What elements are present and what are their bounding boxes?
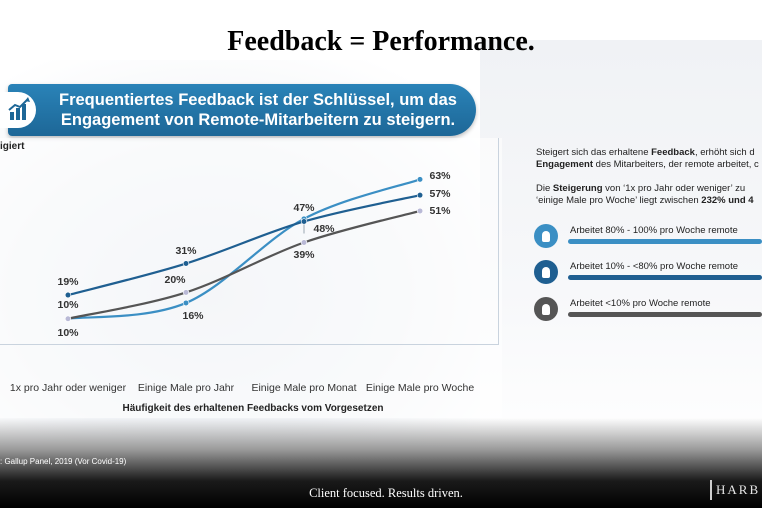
description-line: Die Steigerung von ‘1x pro Jahr oder wen… (536, 183, 746, 194)
legend-swatch (568, 275, 762, 280)
data-point (182, 260, 190, 267)
headline-banner: Frequentiertes Feedback ist der Schlüsse… (0, 84, 476, 136)
remote-worker-icon (534, 260, 558, 284)
data-point (64, 315, 72, 322)
data-point (300, 239, 308, 246)
data-label: 10% (57, 298, 79, 311)
y-axis-label: igiert (0, 141, 25, 152)
legend-item: Arbeitet 10% - <80% pro Woche remote (534, 260, 762, 286)
description-line: Steigert sich das erhaltene Feedback, er… (536, 147, 755, 158)
x-tick-label: Einige Male pro Monat (251, 382, 357, 394)
series-line (67, 209, 421, 320)
page-title: Feedback = Performance. (227, 26, 535, 57)
chart-frame-right (498, 138, 499, 345)
x-tick-label: 1x pro Jahr oder weniger (9, 382, 127, 394)
description-line: ‘einige Male pro Woche’ liegt zwischen 2… (536, 195, 754, 206)
data-point (416, 176, 424, 183)
data-label: 31% (175, 244, 197, 257)
bar-chart-growth-icon (0, 92, 36, 128)
chart-area (0, 138, 502, 418)
data-label: 39% (293, 249, 315, 262)
data-point (64, 291, 72, 299)
series-line (67, 194, 421, 297)
data-point (182, 289, 190, 296)
data-point (182, 299, 190, 307)
data-point (416, 207, 424, 215)
legend-swatch (568, 312, 762, 317)
legend-swatch (568, 239, 762, 244)
data-label: 57% (429, 188, 451, 201)
footer-background (0, 418, 762, 508)
headline-line-1: Frequentiertes Feedback ist der Schlüsse… (59, 91, 457, 109)
data-label: 63% (429, 170, 451, 183)
data-label: 51% (429, 204, 451, 217)
footer-tagline: Client focused. Results driven. (309, 486, 463, 500)
data-label: 19% (57, 276, 79, 289)
data-label: 47% (293, 202, 315, 215)
brand-mark-icon (710, 480, 712, 500)
description-line: Engagement des Mitarbeiters, der remote … (536, 159, 759, 170)
legend-label: Arbeitet <10% pro Woche remote (570, 298, 711, 309)
data-label: 10% (57, 326, 79, 339)
x-axis-line (0, 344, 498, 345)
legend-label: Arbeitet 10% - <80% pro Woche remote (570, 261, 739, 272)
x-tick-label: Einige Male pro Woche (365, 382, 475, 394)
headline-line-2: Engagement von Remote-Mitarbeitern zu st… (60, 111, 456, 129)
legend-label: Arbeitet 80% - 100% pro Woche remote (570, 225, 738, 236)
legend-item: Arbeitet <10% pro Woche remote (534, 297, 762, 323)
data-point (300, 218, 308, 225)
headline-text: Frequentiertes Feedback ist der Schlüsse… (48, 90, 468, 130)
x-axis-label: Häufigkeit des erhaltenen Feedbacks vom … (122, 403, 384, 414)
x-tick-label: Einige Male pro Jahr (137, 382, 235, 394)
legend-item: Arbeitet 80% - 100% pro Woche remote (534, 224, 762, 250)
brand-logo: HARB (716, 482, 761, 497)
data-label: 16% (182, 309, 204, 322)
data-label: 20% (164, 274, 186, 287)
background-right (480, 40, 762, 460)
data-point (416, 192, 424, 199)
data-label: 48% (313, 222, 335, 235)
office-worker-icon (534, 297, 558, 321)
source-note: : Gallup Panel, 2019 (Vor Covid-19) (0, 457, 127, 466)
series-line (67, 178, 421, 320)
remote-worker-icon (534, 224, 558, 248)
